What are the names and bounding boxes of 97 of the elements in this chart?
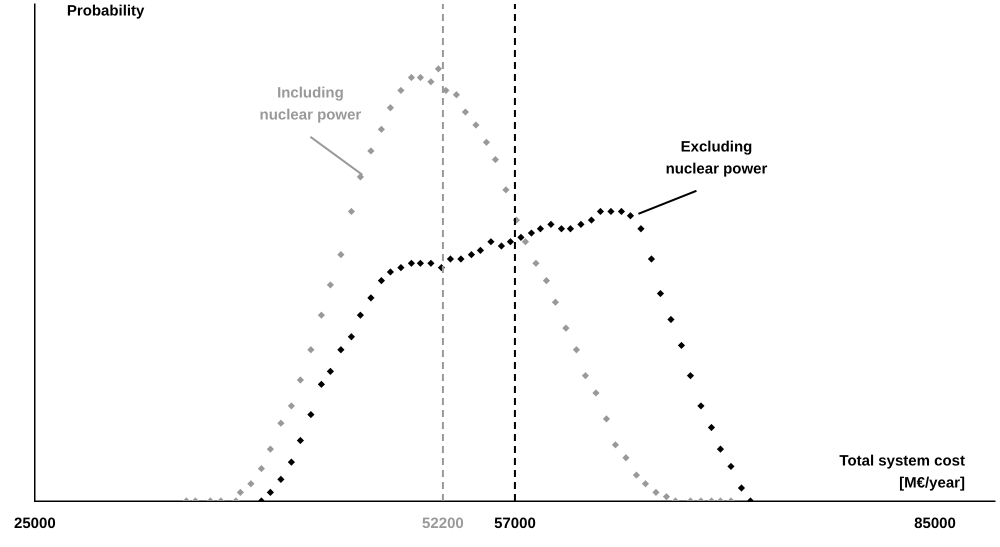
point [506, 238, 514, 246]
point [577, 220, 585, 228]
point [367, 147, 375, 155]
y-axis-title: Probability [66, 2, 146, 20]
point [492, 156, 500, 164]
point [326, 368, 334, 375]
point [727, 462, 735, 470]
point [427, 78, 435, 86]
point [498, 242, 506, 250]
point [397, 264, 405, 272]
annotation: Excluding nuclear power [666, 138, 768, 178]
point [318, 380, 325, 388]
point [482, 138, 490, 146]
point [288, 402, 295, 410]
point [397, 86, 405, 94]
point [247, 480, 254, 488]
point [547, 220, 555, 228]
point [618, 208, 626, 216]
point [612, 441, 620, 448]
point [648, 255, 656, 263]
point [427, 260, 435, 267]
x-tick-label: 57000 [494, 515, 536, 532]
point [277, 420, 284, 427]
point [266, 446, 274, 453]
point [236, 488, 244, 496]
point [318, 312, 325, 319]
point [408, 74, 416, 82]
point [378, 276, 386, 284]
point [708, 424, 716, 432]
point [566, 225, 574, 232]
point [472, 121, 480, 129]
point [288, 458, 295, 466]
point [632, 471, 640, 479]
point [348, 208, 356, 216]
point [637, 225, 645, 232]
x-axis-title: Total system cost [M€/year] [839, 452, 966, 492]
point [416, 74, 424, 82]
x-tick-label: 25000 [14, 515, 56, 532]
point [607, 208, 615, 216]
point [307, 410, 314, 418]
point [686, 372, 694, 380]
point [626, 212, 634, 220]
point [462, 108, 470, 116]
point [536, 225, 544, 232]
point [642, 480, 650, 488]
point [307, 346, 314, 354]
point [408, 260, 416, 267]
point [622, 454, 630, 462]
point [367, 294, 375, 302]
point [326, 281, 334, 289]
point [416, 260, 424, 267]
point [487, 238, 495, 246]
point [337, 346, 344, 354]
point [517, 234, 525, 241]
point [296, 436, 304, 444]
point [558, 225, 566, 232]
point [266, 488, 274, 496]
point [552, 298, 560, 306]
point [296, 376, 304, 384]
point [258, 464, 265, 472]
point [337, 251, 344, 258]
point [356, 173, 364, 180]
point [562, 324, 570, 332]
point [656, 290, 664, 298]
point [277, 476, 284, 483]
point [378, 126, 386, 133]
point [588, 216, 596, 224]
point [476, 246, 484, 254]
point [348, 333, 356, 340]
x-tick-label: 52200 [422, 515, 464, 532]
point [457, 255, 465, 263]
point [386, 268, 394, 276]
point [542, 276, 550, 284]
point [678, 342, 686, 350]
point [356, 312, 364, 319]
point [532, 260, 540, 267]
point [528, 229, 536, 237]
point [667, 316, 675, 324]
point [596, 208, 604, 216]
point [502, 186, 510, 194]
point [386, 104, 394, 112]
annotation: Including nuclear power [260, 84, 362, 124]
x-tick-label: 85000 [914, 515, 956, 532]
point [652, 488, 660, 496]
point [452, 91, 460, 98]
point [662, 493, 670, 500]
point [738, 484, 746, 492]
point [697, 402, 705, 410]
point [572, 346, 580, 354]
point [468, 251, 476, 258]
point [602, 415, 610, 422]
point [522, 238, 530, 246]
point [446, 255, 454, 263]
point [434, 65, 442, 72]
point [716, 446, 724, 453]
point [582, 372, 590, 380]
point [592, 389, 600, 397]
